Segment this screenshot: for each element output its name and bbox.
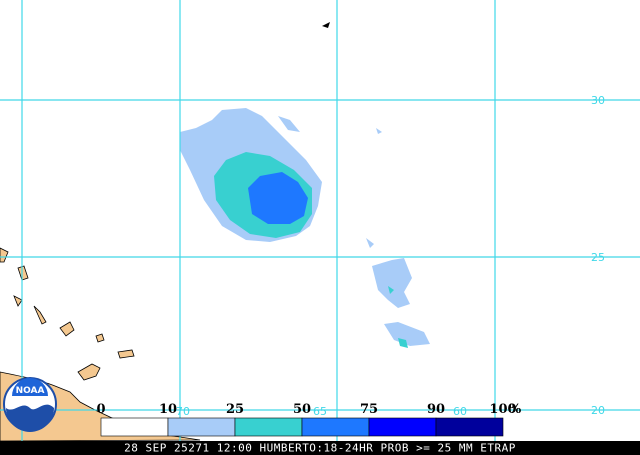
islands xyxy=(0,247,135,359)
lat-label: 30 xyxy=(591,94,605,107)
legend-label: 0 xyxy=(96,402,105,417)
legend-swatch xyxy=(368,417,437,437)
legend-swatch xyxy=(100,417,169,437)
logo-text: NOAA xyxy=(16,386,45,396)
legend-swatch xyxy=(301,417,370,437)
legend-swatch xyxy=(435,417,504,437)
legend-label: 25 xyxy=(226,402,244,417)
legend-label: 50 xyxy=(293,402,311,417)
caption: 28 SEP 25271 12:00 HUMBERTO:18-24HR PROB… xyxy=(124,442,516,455)
legend-label: 90 xyxy=(427,402,445,417)
lon-label: 60 xyxy=(453,405,467,418)
prob-25-south xyxy=(388,286,408,348)
legend-unit: % xyxy=(509,402,522,417)
lat-label: 20 xyxy=(591,404,605,417)
prob-10-south xyxy=(278,116,430,346)
legend-label: 75 xyxy=(360,402,378,417)
lon-label: 65 xyxy=(313,405,327,418)
lat-label: 25 xyxy=(591,251,605,264)
legend-swatch xyxy=(234,417,303,437)
prob-50 xyxy=(248,172,308,224)
noaa-logo: NOAA xyxy=(3,377,57,432)
grid: 30 25 20 70 65 60 xyxy=(0,0,640,441)
legend-swatch xyxy=(167,417,236,437)
lon-label: 70 xyxy=(176,405,190,418)
bermuda xyxy=(322,22,330,28)
caption-bar xyxy=(0,441,640,455)
island xyxy=(77,363,101,381)
legend-label: 100 xyxy=(489,402,516,417)
legend: 0 10 25 50 75 90 100% xyxy=(96,402,522,437)
legend-label: 10 xyxy=(159,402,177,417)
